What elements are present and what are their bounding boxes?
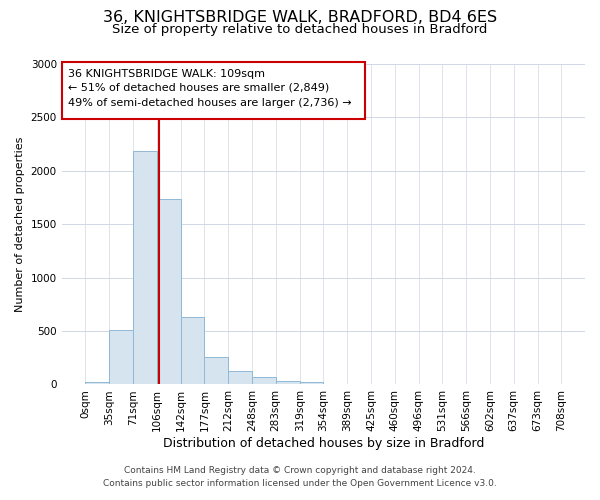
Bar (157, 198, 181, 384)
Text: Contains HM Land Registry data © Crown copyright and database right 2024.
Contai: Contains HM Land Registry data © Crown c… (103, 466, 497, 487)
Bar (205, 357, 228, 384)
Bar (133, 150, 157, 384)
Bar (181, 317, 205, 384)
Text: 36 KNIGHTSBRIDGE WALK: 109sqm: 36 KNIGHTSBRIDGE WALK: 109sqm (68, 68, 265, 78)
Text: Size of property relative to detached houses in Bradford: Size of property relative to detached ho… (112, 22, 488, 36)
Bar (109, 330, 133, 384)
Text: 36, KNIGHTSBRIDGE WALK, BRADFORD, BD4 6ES: 36, KNIGHTSBRIDGE WALK, BRADFORD, BD4 6E… (103, 10, 497, 25)
Y-axis label: Number of detached properties: Number of detached properties (15, 136, 25, 312)
Bar (300, 382, 323, 384)
Text: ← 51% of detached houses are smaller (2,849): ← 51% of detached houses are smaller (2,… (68, 82, 329, 93)
Bar (275, 380, 300, 384)
Bar (252, 377, 275, 384)
Text: 49% of semi-detached houses are larger (2,736) →: 49% of semi-detached houses are larger (… (68, 98, 351, 108)
Bar (228, 370, 252, 384)
X-axis label: Distribution of detached houses by size in Bradford: Distribution of detached houses by size … (163, 437, 484, 450)
Bar (85, 382, 109, 384)
